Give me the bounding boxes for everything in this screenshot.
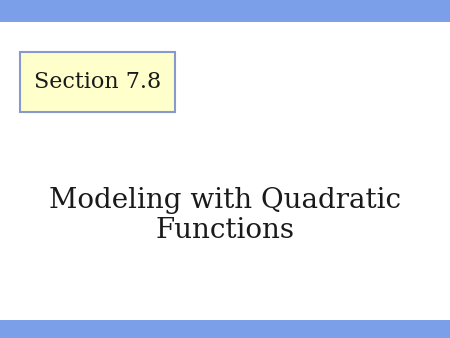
Text: Functions: Functions	[156, 217, 294, 243]
Text: Section 7.8: Section 7.8	[34, 71, 161, 93]
Bar	[0, 320, 450, 338]
FancyBboxPatch shape	[20, 52, 175, 112]
Bar	[0, 0, 450, 22]
Text: Modeling with Quadratic: Modeling with Quadratic	[49, 187, 401, 214]
